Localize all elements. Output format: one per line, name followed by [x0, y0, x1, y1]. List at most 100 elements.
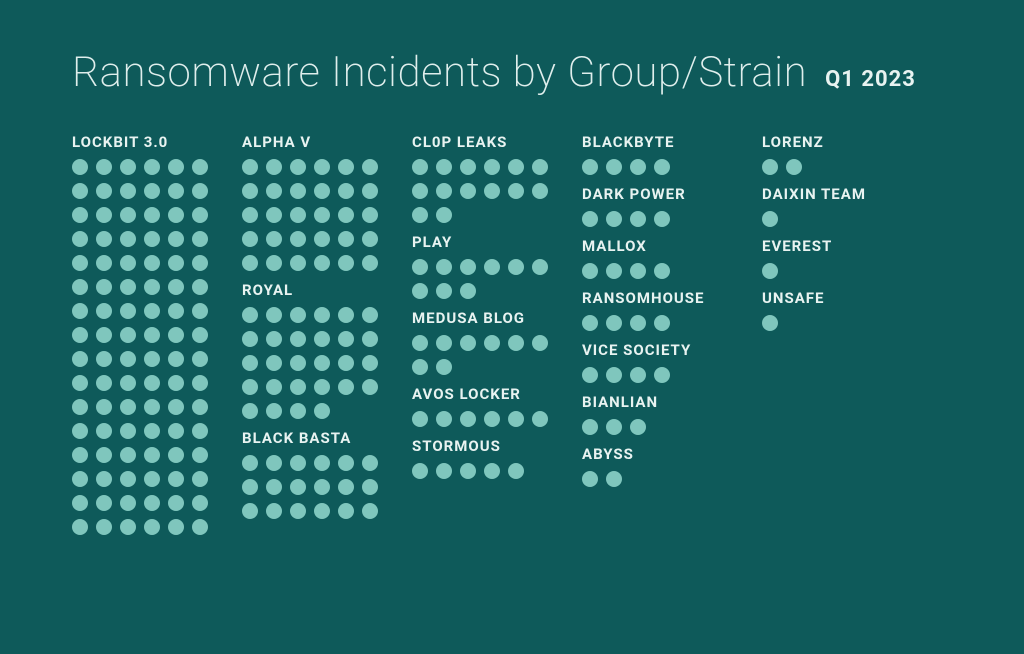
group-label: MEDUSA BLOG — [412, 309, 562, 327]
dot — [412, 463, 428, 479]
dot — [314, 503, 330, 519]
dot — [582, 315, 598, 331]
dot — [762, 263, 778, 279]
dot — [412, 207, 428, 223]
dot — [72, 303, 88, 319]
dot — [120, 159, 136, 175]
dot — [72, 279, 88, 295]
dot — [72, 231, 88, 247]
dot — [362, 355, 378, 371]
dot — [484, 463, 500, 479]
dot — [72, 375, 88, 391]
dot — [144, 423, 160, 439]
dot — [532, 159, 548, 175]
dot — [362, 183, 378, 199]
group-label: LOCKBIT 3.0 — [72, 133, 222, 151]
dot — [192, 255, 208, 271]
dot — [96, 255, 112, 271]
dot — [144, 327, 160, 343]
dot — [460, 283, 476, 299]
dot — [72, 423, 88, 439]
dot — [630, 263, 646, 279]
dot — [96, 159, 112, 175]
dot — [362, 231, 378, 247]
group-label: DAIXIN TEAM — [762, 185, 902, 203]
dot — [96, 375, 112, 391]
dot — [532, 335, 548, 351]
dot — [314, 183, 330, 199]
dot — [168, 183, 184, 199]
dot — [144, 183, 160, 199]
group-label: ROYAL — [242, 281, 392, 299]
dot-grid — [762, 159, 898, 175]
dot — [96, 399, 112, 415]
dot — [96, 303, 112, 319]
group: PLAY — [412, 233, 562, 299]
dot — [606, 419, 622, 435]
dot — [96, 519, 112, 535]
dot — [362, 479, 378, 495]
dot — [72, 207, 88, 223]
dot — [192, 495, 208, 511]
dot — [192, 231, 208, 247]
group: BLACKBYTE — [582, 133, 742, 175]
dot — [314, 331, 330, 347]
dot — [120, 351, 136, 367]
dot — [460, 183, 476, 199]
dot-grid — [412, 159, 548, 223]
column: LOCKBIT 3.0 — [72, 133, 222, 535]
columns-container: LOCKBIT 3.0ALPHA VROYALBLACK BASTACL0P L… — [72, 133, 952, 535]
group-label: LORENZ — [762, 133, 902, 151]
dot-grid — [582, 419, 718, 435]
dot — [412, 259, 428, 275]
dot — [290, 307, 306, 323]
dot — [314, 455, 330, 471]
dot — [460, 335, 476, 351]
dot-grid — [242, 159, 378, 271]
dot — [242, 307, 258, 323]
dot — [242, 479, 258, 495]
dot — [96, 351, 112, 367]
dot-grid — [582, 159, 718, 175]
dot — [582, 263, 598, 279]
dot — [96, 279, 112, 295]
dot — [436, 463, 452, 479]
dot-grid — [762, 211, 898, 227]
dot-grid — [412, 335, 548, 375]
dot — [762, 211, 778, 227]
group: EVEREST — [762, 237, 902, 279]
dot — [762, 159, 778, 175]
dot — [654, 159, 670, 175]
dot — [266, 503, 282, 519]
dot — [436, 207, 452, 223]
dot — [290, 331, 306, 347]
dot — [532, 259, 548, 275]
dot — [338, 255, 354, 271]
dot — [654, 367, 670, 383]
dot — [96, 495, 112, 511]
dot — [436, 335, 452, 351]
dot — [120, 183, 136, 199]
dot — [72, 471, 88, 487]
dot-grid — [762, 263, 898, 279]
group-label: BLACK BASTA — [242, 429, 392, 447]
dot — [192, 447, 208, 463]
dot — [338, 207, 354, 223]
dot — [508, 463, 524, 479]
dot — [436, 259, 452, 275]
dot — [96, 471, 112, 487]
dot — [508, 411, 524, 427]
dot-grid — [412, 259, 548, 299]
dot — [630, 367, 646, 383]
dot — [144, 519, 160, 535]
dot — [630, 159, 646, 175]
dot — [606, 315, 622, 331]
dot — [290, 503, 306, 519]
dot — [606, 159, 622, 175]
group: ROYAL — [242, 281, 392, 419]
dot — [168, 447, 184, 463]
dot — [606, 211, 622, 227]
dot — [96, 447, 112, 463]
group-label: RANSOMHOUSE — [582, 289, 742, 307]
dot — [290, 355, 306, 371]
